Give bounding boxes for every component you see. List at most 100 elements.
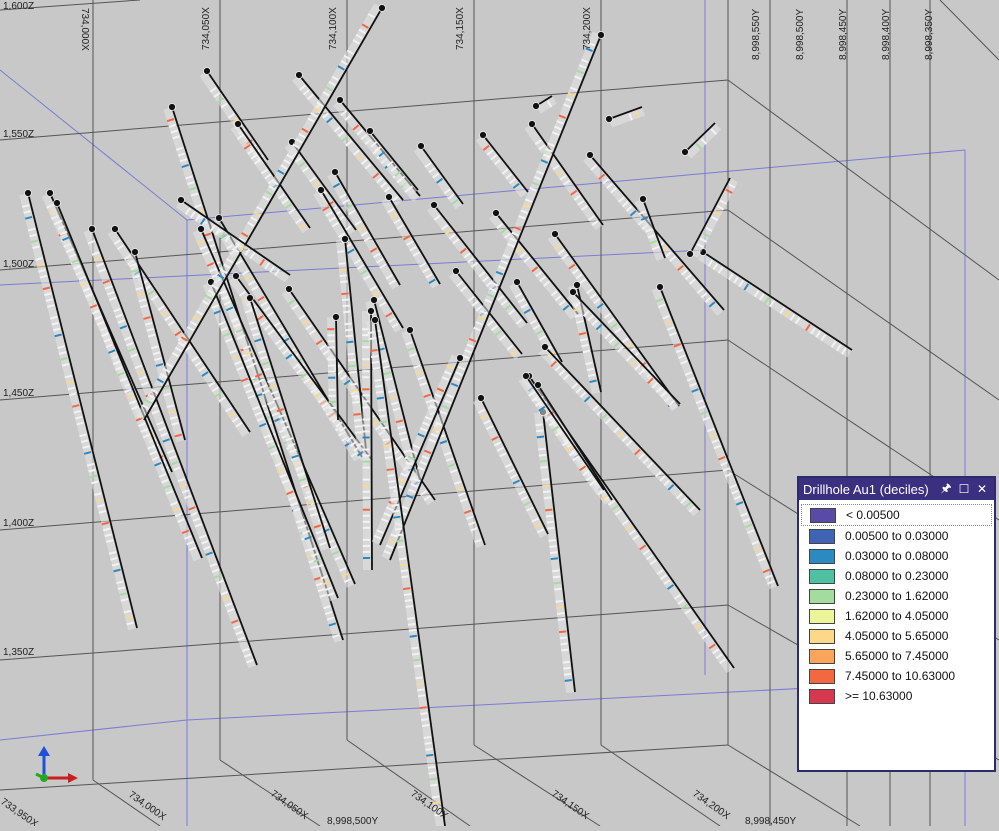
drillhole-collar-icon[interactable]: [657, 284, 664, 291]
drillhole-collar-icon[interactable]: [493, 210, 500, 217]
assay-interval: [397, 541, 404, 542]
drillhole-collar-icon[interactable]: [682, 149, 689, 156]
assay-interval: [432, 796, 439, 797]
drillhole-line[interactable]: [690, 178, 730, 254]
legend-item[interactable]: 4.05000 to 5.65000: [799, 626, 994, 646]
drillhole-line[interactable]: [207, 71, 268, 160]
drillhole-collar-icon[interactable]: [178, 197, 185, 204]
assay-interval: [343, 312, 350, 313]
drillhole-collar-icon[interactable]: [453, 268, 460, 275]
drillhole-collar-icon[interactable]: [542, 344, 549, 351]
drillhole-collar-icon[interactable]: [570, 289, 577, 296]
legend-item[interactable]: >= 10.63000: [799, 686, 994, 706]
drillhole-collar-icon[interactable]: [54, 200, 61, 207]
drillhole-collar-icon[interactable]: [606, 116, 613, 123]
drillhole-collar-icon[interactable]: [235, 121, 242, 128]
drillhole-collar-icon[interactable]: [514, 279, 521, 286]
assay-interval: [355, 426, 362, 427]
drillhole-collar-icon[interactable]: [47, 190, 54, 197]
drillhole-collar-icon[interactable]: [204, 68, 211, 75]
drillhole-collar-icon[interactable]: [198, 226, 205, 233]
drillhole-collar-icon[interactable]: [523, 373, 530, 380]
assay-interval: [414, 666, 421, 667]
drillhole-collar-icon[interactable]: [132, 249, 139, 256]
assay-interval: [373, 368, 380, 369]
drillhole-collar-icon[interactable]: [247, 295, 254, 302]
drillhole-collar-icon[interactable]: [332, 169, 339, 176]
drillhole-line[interactable]: [545, 347, 700, 510]
drillhole-line[interactable]: [421, 146, 463, 204]
drillhole-collar-icon[interactable]: [431, 202, 438, 209]
legend-item[interactable]: 0.03000 to 0.08000: [799, 546, 994, 566]
assay-interval: [417, 689, 424, 690]
legend-item[interactable]: 0.00500 to 0.03000: [799, 526, 994, 546]
drillhole-collar-icon[interactable]: [480, 132, 487, 139]
assay-interval: [558, 619, 565, 620]
legend-label: 4.05000 to 5.65000: [845, 629, 948, 643]
legend-item[interactable]: 0.23000 to 1.62000: [799, 586, 994, 606]
drillhole-collar-icon[interactable]: [418, 143, 425, 150]
assay-interval: [408, 624, 415, 625]
z-axis-label: 1,550Z: [3, 129, 34, 140]
assay-interval: [369, 338, 376, 339]
assay-interval: [411, 648, 418, 649]
drillhole-trace-band: [652, 287, 778, 589]
drillhole-collar-icon[interactable]: [598, 32, 605, 39]
assay-interval: [405, 600, 412, 601]
assay-interval: [375, 386, 382, 387]
drillhole-collar-icon[interactable]: [233, 273, 240, 280]
drillhole-collar-icon[interactable]: [535, 382, 542, 389]
drillhole-collar-icon[interactable]: [478, 395, 485, 402]
assay-interval: [343, 305, 350, 306]
drillhole-collar-icon[interactable]: [407, 327, 414, 334]
drillhole-collar-icon[interactable]: [533, 103, 540, 110]
assay-interval: [424, 737, 431, 738]
legend-titlebar[interactable]: Drillhole Au1 (deciles) 🖈 ☐ ✕: [799, 478, 994, 500]
drillhole-collar-icon[interactable]: [386, 194, 393, 201]
drillhole-collar-icon[interactable]: [286, 286, 293, 293]
assay-interval: [418, 695, 425, 696]
drillhole-collar-icon[interactable]: [216, 215, 223, 222]
drillhole-traces[interactable]: [19, 3, 852, 826]
legend-label: 1.62000 to 4.05000: [845, 609, 948, 623]
drillhole-collar-icon[interactable]: [342, 236, 349, 243]
pin-icon[interactable]: 🖈: [938, 481, 954, 497]
assay-interval: [351, 390, 358, 391]
x-axis-label-bottom: 734,050X: [268, 788, 310, 822]
drillhole-collar-icon[interactable]: [640, 196, 647, 203]
z-axis-label: 1,500Z: [3, 259, 34, 270]
drillhole-collar-icon[interactable]: [529, 121, 536, 128]
drillhole-line[interactable]: [660, 287, 778, 586]
drillhole-collar-icon[interactable]: [318, 187, 325, 194]
drillhole-collar-icon[interactable]: [169, 104, 176, 111]
drillhole-collar-icon[interactable]: [552, 231, 559, 238]
drillhole-line[interactable]: [483, 135, 528, 192]
drillhole-collar-icon[interactable]: [574, 282, 581, 289]
drillhole-collar-icon[interactable]: [89, 226, 96, 233]
drillhole-collar-icon[interactable]: [333, 314, 340, 321]
drillhole-line[interactable]: [28, 193, 137, 628]
drillhole-collar-icon[interactable]: [587, 152, 594, 159]
drillhole-collar-icon[interactable]: [367, 128, 374, 135]
legend-item[interactable]: 7.45000 to 10.63000: [799, 666, 994, 686]
legend-item[interactable]: 1.62000 to 4.05000: [799, 606, 994, 626]
maximize-icon[interactable]: ☐: [956, 481, 972, 497]
legend-item[interactable]: < 0.00500: [801, 504, 992, 526]
drillhole-collar-icon[interactable]: [296, 72, 303, 79]
legend-panel[interactable]: Drillhole Au1 (deciles) 🖈 ☐ ✕ < 0.00500 …: [797, 476, 996, 772]
close-icon[interactable]: ✕: [974, 481, 990, 497]
drillhole-collar-icon[interactable]: [372, 317, 379, 324]
drillhole-collar-icon[interactable]: [457, 355, 464, 362]
drillhole-collar-icon[interactable]: [25, 190, 32, 197]
drillhole-collar-icon[interactable]: [112, 226, 119, 233]
drillhole-line[interactable]: [703, 252, 852, 350]
legend-item[interactable]: 5.65000 to 7.45000: [799, 646, 994, 666]
assay-interval: [352, 402, 359, 403]
drillhole-collar-icon[interactable]: [368, 308, 375, 315]
legend-item[interactable]: 0.08000 to 0.23000: [799, 566, 994, 586]
legend-label: 7.45000 to 10.63000: [845, 669, 955, 683]
drillhole-collar-icon[interactable]: [337, 97, 344, 104]
drillhole-collar-icon[interactable]: [371, 297, 378, 304]
drillhole-collar-icon[interactable]: [687, 251, 694, 258]
drillhole-collar-icon[interactable]: [379, 5, 386, 12]
